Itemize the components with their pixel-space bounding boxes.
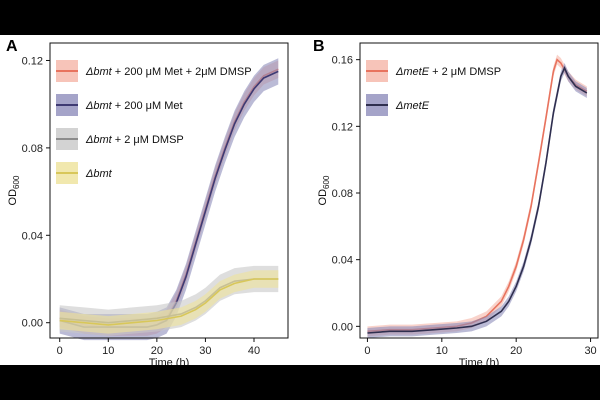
x-tick-label: 40: [248, 345, 260, 357]
y-tick-label: 0.12: [22, 55, 43, 67]
legend-label-strain: ΔmetE: [395, 100, 430, 112]
x-tick-label: 30: [584, 345, 596, 357]
legend-label-treatment: + 200 μM Met: [112, 100, 183, 112]
x-tick-label: 20: [510, 345, 522, 357]
y-tick-label: 0.12: [332, 121, 353, 133]
x-axis-title: Time (h): [149, 357, 190, 365]
x-axis-title: Time (h): [459, 357, 500, 365]
series-line: [367, 66, 588, 334]
panel-b: B 0 10 20 30 0.00 0.04 0.08 0.12 0.16 Time (h) OD60…: [313, 38, 599, 365]
y-axis-title: OD600: [7, 175, 21, 205]
figure: A 0 10 20 30 40 0.00 0.04 0.08 0.12 Time (h) OD600 Δ…: [0, 35, 600, 365]
x-tick-label: 0: [364, 345, 370, 357]
legend-label-strain: ΔmetE: [395, 66, 430, 78]
y-tick-label: 0.16: [332, 55, 353, 67]
legend-label-treatment: + 200 μM Met + 2μM DMSP: [112, 66, 252, 78]
legend-label: Δbmt + 200 μM Met + 2μM DMSP: [85, 66, 252, 78]
y-tick-label: 0.08: [332, 188, 353, 200]
y-tick-label: 0.00: [22, 318, 43, 330]
legend-label: ΔmetE: [395, 100, 430, 112]
legend-label-strain: Δbmt: [85, 134, 113, 146]
legend-item: Δbmt: [56, 162, 113, 184]
legend-item: Δbmt + 200 μM Met + 2μM DMSP: [56, 60, 252, 82]
y-tick-label: 0.04: [22, 230, 43, 242]
y-tick-label: 0.04: [332, 255, 353, 267]
panel-letter: A: [6, 38, 18, 55]
series-band: [59, 270, 279, 334]
x-tick-label: 0: [57, 345, 63, 357]
plot-frame: [359, 42, 599, 339]
y-axis-title-main: OD: [7, 189, 19, 206]
panel-a: A 0 10 20 30 40 0.00 0.04 0.08 0.12 Time (h) OD600 Δ…: [6, 38, 289, 365]
y-axis-title-main: OD: [317, 189, 329, 206]
legend-label-strain: Δbmt: [85, 168, 113, 180]
x-tick-label: 20: [151, 345, 163, 357]
legend-item: ΔmetE: [366, 94, 430, 116]
legend-label-strain: Δbmt: [85, 66, 113, 78]
x-tick-label: 10: [436, 345, 448, 357]
y-axis-title-subscript: 600: [322, 175, 331, 189]
legend-label-treatment: + 2 μM DMSP: [112, 134, 184, 146]
legend-label: Δbmt + 200 μM Met: [85, 100, 183, 112]
legend-label: ΔmetE + 2 μM DMSP: [395, 66, 501, 78]
legend-label: Δbmt + 2 μM DMSP: [85, 134, 184, 146]
y-axis-title: OD600: [317, 175, 331, 205]
y-tick-label: 0.08: [22, 143, 43, 155]
x-tick-label: 10: [102, 345, 114, 357]
series-band: [367, 54, 587, 337]
legend-label: Δbmt: [85, 168, 113, 180]
y-axis-title-subscript: 600: [12, 175, 21, 189]
series-line: [59, 278, 279, 326]
legend-item: ΔmetE + 2 μM DMSP: [366, 60, 501, 82]
legend-label-strain: Δbmt: [85, 100, 113, 112]
legend-label-treatment: + 2 μM DMSP: [429, 66, 501, 78]
panel-letter: B: [313, 38, 325, 55]
legend-item: Δbmt + 2 μM DMSP: [56, 128, 184, 150]
y-tick-label: 0.00: [332, 321, 353, 333]
x-tick-label: 30: [199, 345, 211, 357]
legend-item: Δbmt + 200 μM Met: [56, 94, 183, 116]
plot-frame: [49, 42, 289, 339]
